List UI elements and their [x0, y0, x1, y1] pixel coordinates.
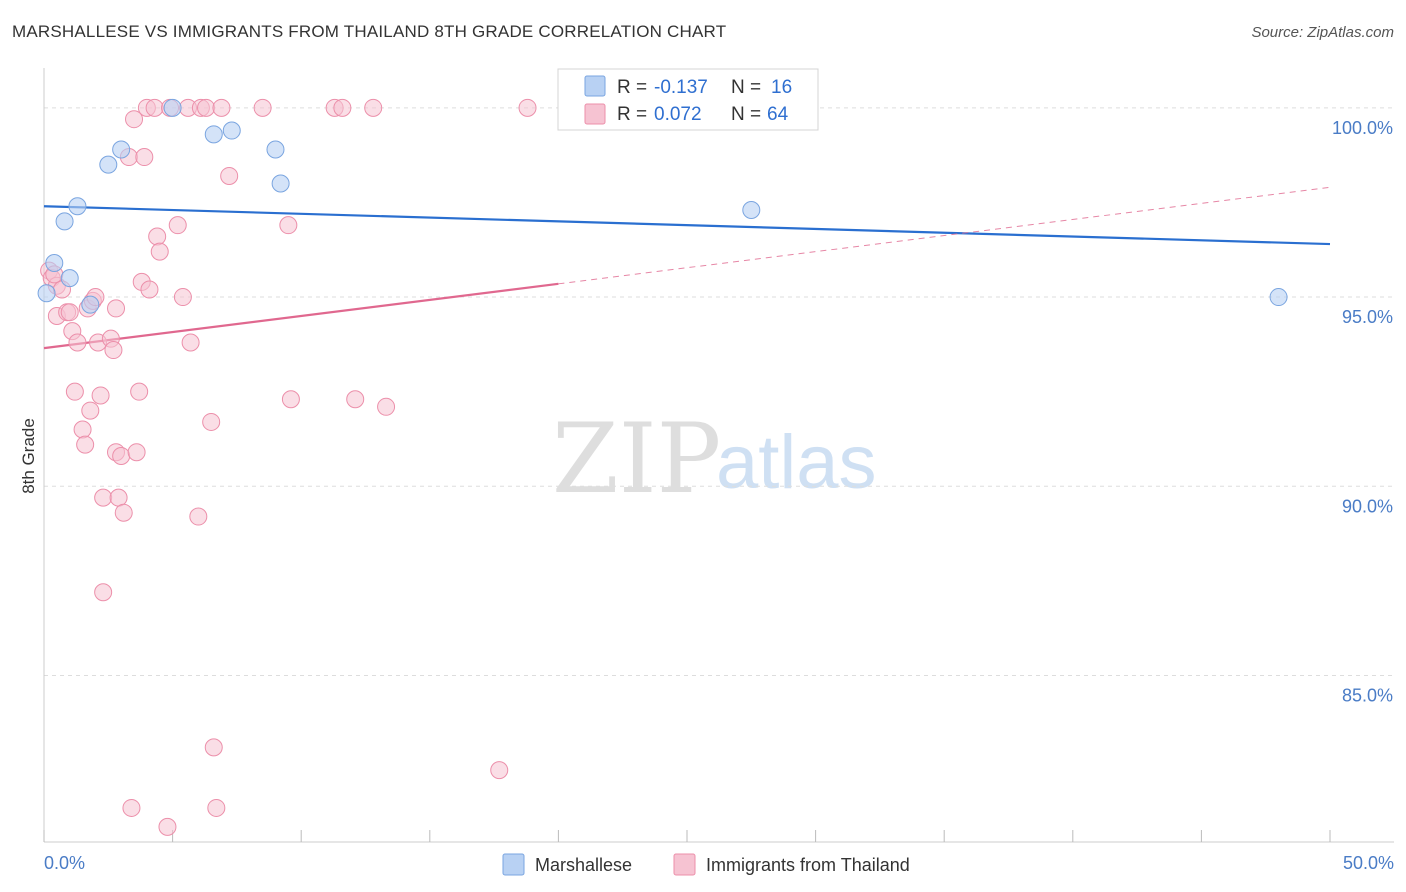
legend-swatch-thailand — [584, 103, 606, 125]
thailand-point-38 — [158, 817, 177, 836]
thailand-point-11 — [76, 435, 95, 454]
legend-r-value-1: -0.137 — [654, 77, 708, 98]
legend-n-label-2: N = — [731, 104, 761, 125]
thailand-point-36 — [148, 227, 167, 246]
thailand-point-27 — [122, 798, 141, 817]
legend-swatch-marshallese — [584, 75, 606, 97]
y-tick-labels: 85.0% 90.0% 95.0% 100.0% — [1332, 118, 1393, 706]
trend-lines — [43, 186, 1331, 350]
thailand-point-25 — [114, 503, 133, 522]
legend-r-value-2: 0.072 — [654, 104, 702, 125]
thailand-point-51 — [220, 166, 239, 185]
thailand-point-10 — [73, 420, 92, 439]
thailand-point-21 — [104, 341, 123, 360]
bottom-legend-swatch-marshallese — [502, 853, 525, 876]
thailand-point-9 — [68, 333, 87, 352]
series-legend: Marshallese Immigrants from Thailand — [502, 853, 910, 876]
thailand-points — [40, 98, 537, 836]
thailand-point-44 — [189, 507, 208, 526]
legend-r-label-2: R = — [617, 104, 647, 125]
chart-title: MARSHALLESE VS IMMIGRANTS FROM THAILAND … — [12, 22, 727, 41]
marshallese-point-14 — [1269, 288, 1288, 307]
marshallese-point-3 — [60, 269, 79, 288]
marshallese-point-4 — [68, 197, 87, 216]
trend-line-thailand — [43, 282, 559, 350]
thailand-point-46 — [197, 98, 216, 117]
y-tick-label-95: 95.0% — [1342, 307, 1393, 327]
marshallese-point-9 — [204, 125, 223, 144]
thailand-point-58 — [364, 98, 383, 117]
thailand-point-56 — [333, 98, 352, 117]
watermark-atlas: atlas — [716, 420, 877, 505]
trend-line-thailand-extension — [558, 186, 1331, 285]
thailand-point-50 — [212, 98, 231, 117]
marshallese-point-12 — [271, 174, 290, 193]
thailand-point-19 — [94, 583, 113, 602]
marshallese-point-8 — [163, 98, 182, 117]
thailand-point-61 — [518, 98, 537, 117]
marshallese-point-5 — [81, 295, 100, 314]
marshallese-point-11 — [266, 140, 285, 159]
marshallese-point-10 — [222, 121, 241, 140]
bottom-legend-label-marshallese: Marshallese — [535, 855, 632, 875]
marshallese-point-2 — [55, 212, 74, 231]
thailand-point-41 — [173, 288, 192, 307]
marshallese-point-13 — [742, 201, 761, 220]
marshallese-point-0 — [37, 284, 56, 303]
thailand-point-23 — [109, 488, 128, 507]
trend-line-marshallese — [43, 205, 1331, 246]
thailand-point-59 — [377, 397, 396, 416]
bottom-legend-swatch-thailand — [673, 853, 696, 876]
legend-n-label-1: N = — [731, 77, 761, 98]
thailand-point-34 — [140, 280, 159, 299]
thailand-point-32 — [135, 148, 154, 167]
legend-r-label-1: R = — [617, 77, 647, 98]
thailand-point-17 — [91, 386, 110, 405]
thailand-point-43 — [181, 333, 200, 352]
thailand-point-37 — [150, 242, 169, 261]
y-tick-label-100: 100.0% — [1332, 118, 1393, 138]
axes — [43, 68, 1394, 843]
thailand-point-60 — [490, 761, 509, 780]
y-axis-label: 8th Grade — [19, 418, 38, 494]
marshallese-points — [37, 98, 1288, 314]
thailand-point-40 — [168, 216, 187, 235]
thailand-point-8 — [65, 382, 84, 401]
thailand-point-48 — [204, 738, 223, 757]
thailand-point-53 — [279, 216, 298, 235]
bottom-legend-label-thailand: Immigrants from Thailand — [706, 855, 910, 875]
legend-n-value-1: 16 — [771, 77, 792, 98]
marshallese-point-1 — [45, 254, 64, 272]
y-tick-label-85: 85.0% — [1342, 685, 1393, 705]
thailand-point-35 — [145, 98, 164, 117]
thailand-point-29 — [127, 443, 146, 462]
y-tick-label-90: 90.0% — [1342, 496, 1393, 516]
thailand-point-54 — [281, 390, 300, 409]
watermark-zip: ZIP — [552, 403, 721, 515]
thailand-point-6 — [60, 303, 79, 322]
thailand-point-28 — [125, 110, 144, 129]
thailand-point-47 — [202, 412, 221, 431]
thailand-point-13 — [81, 401, 100, 420]
marshallese-point-6 — [99, 155, 118, 174]
thailand-point-30 — [130, 382, 149, 401]
legend-n-value-2: 64 — [767, 104, 789, 125]
x-tick-label-max: 50.0% — [1343, 853, 1394, 873]
x-tick-label-min: 0.0% — [44, 853, 85, 873]
correlation-legend: R = -0.137 N = 16 R = 0.072 N = 64 — [557, 68, 819, 131]
marshallese-point-7 — [112, 140, 131, 159]
source-label: Source: ZipAtlas.com — [1251, 24, 1394, 41]
thailand-point-18 — [94, 488, 113, 507]
gridlines — [44, 107, 1394, 676]
thailand-point-57 — [346, 390, 365, 409]
thailand-point-52 — [253, 98, 272, 117]
thailand-point-24 — [112, 447, 131, 465]
thailand-point-49 — [207, 798, 226, 817]
thailand-point-63 — [107, 299, 126, 318]
